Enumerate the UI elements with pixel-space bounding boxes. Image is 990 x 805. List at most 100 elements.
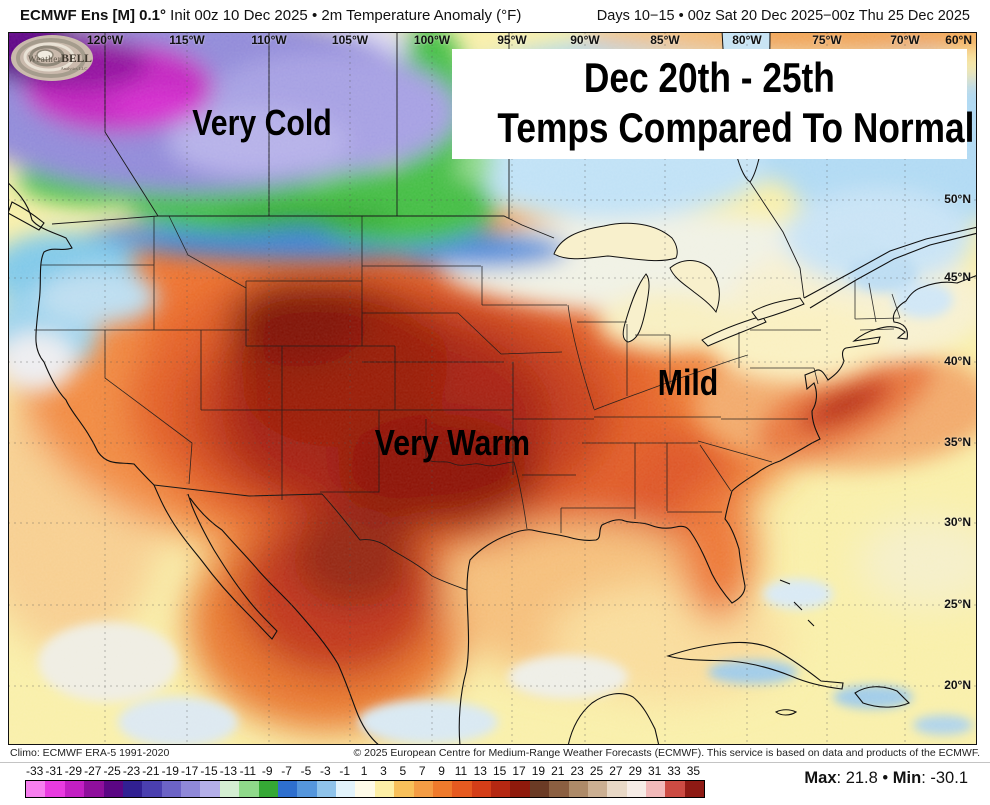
- lon-label: 105°W: [331, 33, 369, 47]
- colorbar-tick: 23: [570, 764, 584, 778]
- max-label: Max: [804, 769, 837, 787]
- colorbar-tick: -15: [200, 764, 218, 778]
- colorbar-tick: 5: [399, 764, 407, 778]
- colorbar-segment: [239, 781, 259, 797]
- colorbar-tick: 13: [473, 764, 487, 778]
- colorbar-tick: -1: [339, 764, 351, 778]
- lon-label: 115°W: [169, 33, 205, 47]
- annotation-very-cold: Very Cold: [192, 102, 332, 143]
- lon-label: 70°W: [890, 33, 920, 47]
- colorbar-segment: [103, 781, 123, 797]
- colorbar-tick: -3: [319, 764, 331, 778]
- colorbar-segment: [626, 781, 646, 797]
- climo-text: Climo: ECMWF ERA-5 1991-2020: [10, 747, 170, 759]
- lon-label: 100°W: [413, 33, 451, 47]
- title-line2: Temps Compared To Normal: [497, 104, 975, 151]
- lon-label: 120°W: [86, 33, 124, 47]
- min-label: Min: [892, 769, 922, 787]
- colorbar-segment: [122, 781, 143, 797]
- lat-label: 25°N: [944, 597, 971, 611]
- copyright-text: © 2025 European Centre for Medium-Range …: [353, 747, 980, 759]
- colorbar-tick: 25: [589, 764, 604, 778]
- colorbar-segment: [413, 781, 433, 797]
- colorbar-segment: [316, 781, 336, 797]
- lat-label: 35°N: [944, 435, 971, 449]
- annotation-very-warm: Very Warm: [374, 422, 530, 463]
- logo-text: WeatherBELL: [28, 53, 92, 65]
- colorbar-segment: [45, 781, 65, 797]
- header: ECMWF Ens [M] 0.1° Init 00z 10 Dec 2025 …: [0, 0, 990, 32]
- title-line1: Dec 20th - 25th: [584, 54, 835, 101]
- lon-label: 80°W: [732, 33, 762, 47]
- coastline-layer: [8, 181, 977, 745]
- colorbar-tick: 3: [380, 764, 387, 778]
- colorbar-segment: [297, 781, 317, 797]
- colorbar-tick: -33: [26, 764, 44, 778]
- colorbar-tick: 31: [648, 764, 662, 778]
- lon-label: 95°W: [497, 33, 527, 47]
- lat-label: 50°N: [944, 192, 971, 206]
- dot-separator: •: [882, 769, 889, 787]
- model-name: ECMWF Ens [M] 0.1°: [20, 7, 167, 24]
- colorbar-segment: [161, 781, 181, 797]
- colorbar-tick: 19: [531, 764, 546, 778]
- lat-label: 45°N: [944, 270, 971, 284]
- colorbar-segment: [491, 781, 511, 797]
- model-subtitle: Init 00z 10 Dec 2025 • 2m Temperature An…: [166, 7, 522, 24]
- colorbar-segment: [452, 781, 472, 797]
- annotation-title-box: Dec 20th - 25th Temps Compared To Normal: [452, 49, 975, 159]
- colorbar-tick: -9: [261, 764, 273, 778]
- colorbar-tick: 11: [454, 764, 468, 778]
- colorbar-segment: [181, 781, 201, 797]
- colorbar-segment: [26, 781, 46, 797]
- colorbar-segment: [607, 781, 627, 797]
- colorbar: [25, 780, 705, 798]
- colorbar-segment: [277, 781, 298, 797]
- weatherbell-logo: WeatherBELL Analytics LLC: [11, 35, 93, 81]
- colorbar-tick: -11: [239, 764, 257, 778]
- colorbar-tick: -29: [64, 764, 83, 778]
- colorbar-tick: -7: [281, 764, 292, 778]
- colorbar-tick: -13: [219, 764, 238, 778]
- annotation-mild: Mild: [657, 362, 719, 403]
- colorbar-tick: -25: [103, 764, 121, 778]
- colorbar-tick: -31: [45, 764, 63, 778]
- lon-label: 75°W: [812, 33, 842, 47]
- colorbar-segment: [336, 781, 356, 797]
- colorbar-tick: -27: [84, 764, 102, 778]
- colorbar-tick: -23: [122, 764, 141, 778]
- colorbar-tick: 9: [438, 764, 445, 778]
- colorbar-tick: -21: [142, 764, 160, 778]
- colorbar-segment: [374, 781, 395, 797]
- colorbar-segment: [64, 781, 85, 797]
- colorbar-tick: 33: [667, 764, 681, 778]
- lat-label: 20°N: [944, 678, 971, 692]
- colorbar-tick: -19: [161, 764, 179, 778]
- attribution-row: Climo: ECMWF ERA-5 1991-2020 © 2025 Euro…: [0, 746, 990, 763]
- colorbar-tick: 15: [493, 764, 507, 778]
- colorbar-segment: [219, 781, 240, 797]
- colorbar-segment: [258, 781, 278, 797]
- colorbar-segment: [684, 781, 705, 797]
- max-min-readout: Max: 21.8 • Min: -30.1: [804, 769, 968, 787]
- colorbar-tick: 17: [512, 764, 526, 778]
- colorbar-segment: [84, 781, 104, 797]
- colorbar-tick: 7: [418, 764, 426, 778]
- colorbar-segment: [200, 781, 220, 797]
- map-raster-svg: [8, 32, 977, 745]
- colorbar-segment: [549, 781, 569, 797]
- logo-subtitle: Analytics LLC: [61, 66, 88, 71]
- colorbar-tick: 29: [628, 764, 642, 778]
- colorbar-segment: [587, 781, 608, 797]
- min-value: -30.1: [930, 769, 968, 787]
- colorbar-tick: -17: [181, 764, 199, 778]
- colorbar-segment: [394, 781, 414, 797]
- colorbar-segment: [355, 781, 375, 797]
- model-title: ECMWF Ens [M] 0.1° Init 00z 10 Dec 2025 …: [20, 7, 521, 24]
- lon-label: 85°W: [650, 33, 680, 47]
- colorbar-segment: [142, 781, 162, 797]
- state-borders-layer: [34, 215, 901, 533]
- colorbar-segment: [568, 781, 588, 797]
- colorbar-tick: 21: [551, 764, 565, 778]
